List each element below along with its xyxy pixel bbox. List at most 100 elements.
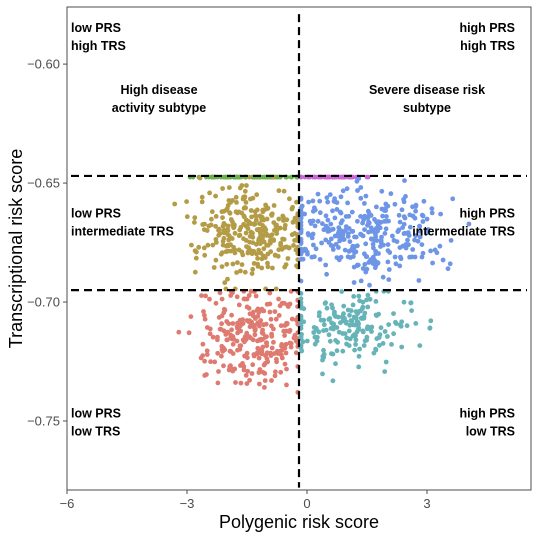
data-point-low_prs_intermediate_trs bbox=[205, 242, 211, 248]
data-point-low_prs_intermediate_trs bbox=[222, 280, 228, 286]
data-point-low_prs_intermediate_trs bbox=[213, 223, 219, 229]
data-point-low_prs_low_trs bbox=[241, 296, 247, 302]
data-point-low_prs_intermediate_trs bbox=[244, 223, 250, 228]
data-point-low_prs_intermediate_trs bbox=[281, 215, 286, 221]
data-point-low_prs_low_trs bbox=[215, 350, 221, 356]
data-point-low_prs_intermediate_trs bbox=[254, 207, 260, 213]
data-point-low_prs_low_trs bbox=[250, 322, 256, 328]
data-point-low_prs_intermediate_trs bbox=[238, 268, 243, 274]
data-point-low_prs_low_trs bbox=[273, 316, 279, 322]
data-point-low_prs_intermediate_trs bbox=[225, 276, 230, 282]
data-point-low_prs_intermediate_trs bbox=[223, 207, 229, 213]
data-point-low_prs_low_trs bbox=[271, 339, 276, 345]
quadrant-label-line: low PRS bbox=[71, 406, 121, 420]
data-point-low_prs_low_trs bbox=[278, 323, 284, 329]
data-point-high_prs_low_trs bbox=[351, 294, 357, 299]
data-point-high_prs_intermediate_trs bbox=[328, 243, 334, 248]
data-point-low_prs_intermediate_trs bbox=[256, 247, 262, 253]
data-point-high_prs_intermediate_trs bbox=[358, 231, 363, 237]
data-point-low_prs_low_trs bbox=[224, 337, 230, 343]
data-point-low_prs_intermediate_trs bbox=[244, 183, 249, 188]
data-point-high_prs_low_trs bbox=[355, 311, 360, 316]
data-point-high_prs_intermediate_trs bbox=[377, 225, 383, 231]
data-point-high_prs_intermediate_trs bbox=[383, 226, 389, 232]
data-point-low_prs_intermediate_trs bbox=[184, 199, 190, 205]
data-point-high_prs_intermediate_trs bbox=[407, 212, 413, 218]
data-point-high_prs_low_trs bbox=[333, 361, 338, 367]
data-point-high_prs_intermediate_trs bbox=[298, 256, 304, 262]
data-point-low_prs_low_trs bbox=[216, 369, 221, 374]
data-point-high_prs_low_trs bbox=[323, 300, 328, 306]
data-point-low_prs_low_trs bbox=[217, 326, 223, 332]
data-point-high_prs_intermediate_trs bbox=[447, 261, 453, 267]
data-point-high_prs_low_trs bbox=[321, 355, 327, 360]
data-point-low_prs_low_trs bbox=[253, 326, 258, 332]
data-point-high_prs_low_trs bbox=[324, 305, 330, 311]
data-point-high_prs_intermediate_trs bbox=[348, 255, 353, 260]
data-point-high_prs_intermediate_trs bbox=[432, 247, 438, 253]
data-point-low_prs_low_trs bbox=[204, 352, 210, 357]
data-point-low_prs_low_trs bbox=[258, 318, 264, 323]
data-point-low_prs_low_trs bbox=[257, 381, 262, 387]
data-point-high_prs_intermediate_trs bbox=[356, 176, 362, 181]
data-point-low_prs_low_trs bbox=[269, 345, 275, 351]
data-point-high_prs_low_trs bbox=[345, 307, 351, 313]
data-point-low_prs_low_trs bbox=[284, 382, 289, 388]
data-point-low_prs_low_trs bbox=[279, 355, 285, 361]
quadrant-label-line: low PRS bbox=[71, 21, 121, 35]
data-point-high_prs_low_trs bbox=[357, 298, 362, 304]
data-point-low_prs_low_trs bbox=[235, 325, 240, 331]
data-point-low_prs_low_trs bbox=[246, 334, 252, 340]
data-point-low_prs_intermediate_trs bbox=[228, 199, 234, 205]
quadrant-label: Severe disease risk subtype bbox=[369, 83, 485, 115]
data-point-low_prs_intermediate_trs bbox=[250, 230, 255, 236]
data-point-low_prs_low_trs bbox=[232, 366, 238, 372]
data-point-high_prs_low_trs bbox=[399, 344, 405, 350]
data-point-high_prs_low_trs bbox=[409, 308, 414, 313]
data-point-high_prs_intermediate_trs bbox=[369, 226, 375, 232]
quadrant-label: high PRS high TRS bbox=[459, 21, 515, 53]
data-point-low_prs_low_trs bbox=[282, 343, 288, 349]
quadrant-label-line: low TRS bbox=[466, 424, 515, 438]
data-point-low_prs_intermediate_trs bbox=[252, 221, 257, 227]
threshold-lines bbox=[71, 14, 527, 488]
data-point-low_prs_intermediate_trs bbox=[243, 230, 249, 236]
data-point-high_prs_intermediate_trs bbox=[437, 243, 443, 249]
data-point-high_prs_intermediate_trs bbox=[440, 257, 446, 263]
data-points bbox=[172, 174, 472, 395]
data-point-high_prs_intermediate_trs bbox=[385, 242, 391, 248]
data-point-high_prs_intermediate_trs bbox=[352, 250, 357, 256]
data-point-low_prs_low_trs bbox=[188, 314, 194, 319]
data-point-high_prs_intermediate_trs bbox=[325, 217, 331, 223]
data-point-low_prs_low_trs bbox=[259, 348, 265, 354]
data-point-low_prs_low_trs bbox=[274, 356, 279, 362]
quadrant-label-line: low TRS bbox=[71, 424, 120, 438]
data-point-high_prs_low_trs bbox=[321, 322, 327, 328]
data-point-low_prs_intermediate_trs bbox=[202, 252, 208, 258]
data-point-low_prs_intermediate_trs bbox=[219, 209, 225, 215]
data-point-high_prs_intermediate_trs bbox=[309, 235, 315, 241]
data-point-low_prs_intermediate_trs bbox=[226, 185, 232, 191]
data-point-low_prs_intermediate_trs bbox=[261, 246, 267, 252]
data-point-high_prs_low_trs bbox=[339, 289, 345, 294]
data-point-high_prs_intermediate_trs bbox=[372, 217, 377, 222]
data-point-high_prs_low_trs bbox=[361, 343, 367, 348]
data-point-low_prs_intermediate_trs bbox=[273, 286, 279, 292]
data-point-high_prs_low_trs bbox=[331, 321, 336, 327]
data-point-high_prs_intermediate_trs bbox=[376, 219, 381, 225]
data-point-high_prs_intermediate_trs bbox=[410, 204, 415, 210]
data-point-low_prs_low_trs bbox=[199, 293, 204, 298]
data-point-high_prs_intermediate_trs bbox=[315, 218, 321, 224]
data-point-high_prs_low_trs bbox=[376, 311, 381, 317]
data-point-low_prs_intermediate_trs bbox=[229, 236, 235, 241]
data-point-low_prs_intermediate_trs bbox=[268, 249, 274, 255]
data-point-low_prs_intermediate_trs bbox=[219, 264, 225, 269]
data-point-high_prs_intermediate_trs bbox=[380, 274, 386, 280]
data-point-high_prs_intermediate_trs bbox=[330, 208, 335, 214]
data-point-high_prs_intermediate_trs bbox=[393, 261, 399, 267]
data-point-low_prs_low_trs bbox=[236, 302, 242, 308]
data-point-high_prs_low_trs bbox=[321, 347, 326, 353]
data-point-low_prs_low_trs bbox=[176, 329, 182, 335]
data-point-high_prs_low_trs bbox=[341, 303, 347, 309]
data-point-high_prs_intermediate_trs bbox=[438, 211, 443, 217]
